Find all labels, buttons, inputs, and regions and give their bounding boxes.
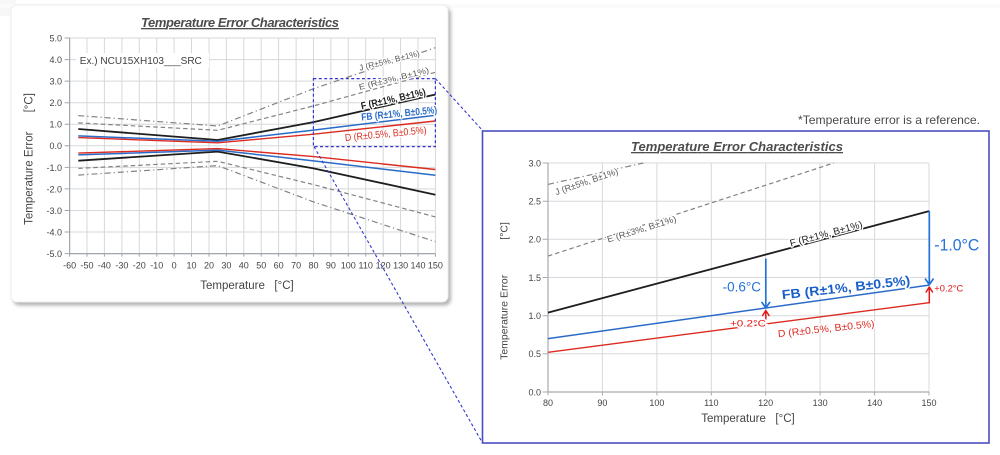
svg-text:120: 120 xyxy=(758,398,773,408)
svg-text:2.0: 2.0 xyxy=(49,98,62,108)
svg-text:Temperature Error Characterist: Temperature Error Characteristics xyxy=(141,15,339,30)
svg-text:40: 40 xyxy=(239,261,249,271)
svg-text:4.0: 4.0 xyxy=(49,55,62,65)
svg-text:-1.0°C: -1.0°C xyxy=(934,236,979,255)
svg-text:20: 20 xyxy=(204,261,214,271)
svg-text:90: 90 xyxy=(597,398,607,408)
svg-text:140: 140 xyxy=(867,398,882,408)
svg-text:130: 130 xyxy=(393,261,408,271)
svg-text:70: 70 xyxy=(291,261,301,271)
svg-text:0: 0 xyxy=(172,261,177,271)
svg-text:80: 80 xyxy=(543,398,553,408)
svg-text:140: 140 xyxy=(410,261,425,271)
svg-text:90: 90 xyxy=(326,261,336,271)
svg-text:30: 30 xyxy=(221,261,231,271)
svg-text:-30: -30 xyxy=(115,261,128,271)
svg-text:*Temperature error is a refere: *Temperature error is a reference. xyxy=(798,113,980,127)
svg-text:Temperature Error Characterist: Temperature Error Characteristics xyxy=(631,139,843,154)
svg-text:100: 100 xyxy=(649,398,664,408)
svg-text:2.0: 2.0 xyxy=(528,235,541,245)
svg-text:Temperature Error [: Temperature Error [°C] xyxy=(499,222,511,360)
svg-text:-1.0: -1.0 xyxy=(46,163,62,173)
svg-text:50: 50 xyxy=(256,261,266,271)
svg-text:130: 130 xyxy=(813,398,828,408)
svg-text:-0.6°C: -0.6°C xyxy=(723,280,762,295)
svg-text:1.0: 1.0 xyxy=(49,120,62,130)
svg-text:0.5: 0.5 xyxy=(528,349,541,359)
svg-text:-60: -60 xyxy=(63,261,76,271)
svg-text:+0.2°C: +0.2°C xyxy=(730,319,766,330)
svg-text:Temperature [°C]: Temperature [°C] xyxy=(200,280,293,292)
svg-text:1.5: 1.5 xyxy=(528,273,541,283)
svg-text:+0.2°C: +0.2°C xyxy=(934,284,963,295)
svg-text:2.5: 2.5 xyxy=(528,197,541,207)
svg-text:1.0: 1.0 xyxy=(528,311,541,321)
svg-text:110: 110 xyxy=(359,261,373,271)
svg-text:150: 150 xyxy=(921,398,936,408)
svg-text:0.0: 0.0 xyxy=(528,387,541,397)
svg-text:-4.0: -4.0 xyxy=(46,227,62,237)
svg-text:-2.0: -2.0 xyxy=(46,184,62,194)
svg-text:5.0: 5.0 xyxy=(49,33,62,43)
svg-text:-5.0: -5.0 xyxy=(46,249,62,259)
svg-text:110: 110 xyxy=(704,398,718,408)
svg-text:10: 10 xyxy=(186,261,196,271)
svg-text:100: 100 xyxy=(341,261,356,271)
svg-text:Temperature [°C]: Temperature [°C] xyxy=(701,413,794,425)
svg-text:Ex.) NCU15XH103___SRC: Ex.) NCU15XH103___SRC xyxy=(80,56,202,67)
svg-text:-50: -50 xyxy=(80,261,93,271)
svg-text:60: 60 xyxy=(274,261,284,271)
svg-text:120: 120 xyxy=(376,261,391,271)
svg-text:-3.0: -3.0 xyxy=(46,206,62,216)
svg-text:3.0: 3.0 xyxy=(528,158,541,168)
svg-text:0.0: 0.0 xyxy=(49,141,62,151)
svg-text:-40: -40 xyxy=(98,261,111,271)
svg-text:Temperature Error [°C]: Temperature Error [°C] xyxy=(23,93,35,225)
svg-text:150: 150 xyxy=(428,261,443,271)
svg-text:80: 80 xyxy=(308,261,318,271)
svg-text:-10: -10 xyxy=(150,261,163,271)
svg-text:3.0: 3.0 xyxy=(49,77,62,87)
svg-text:-20: -20 xyxy=(133,261,146,271)
